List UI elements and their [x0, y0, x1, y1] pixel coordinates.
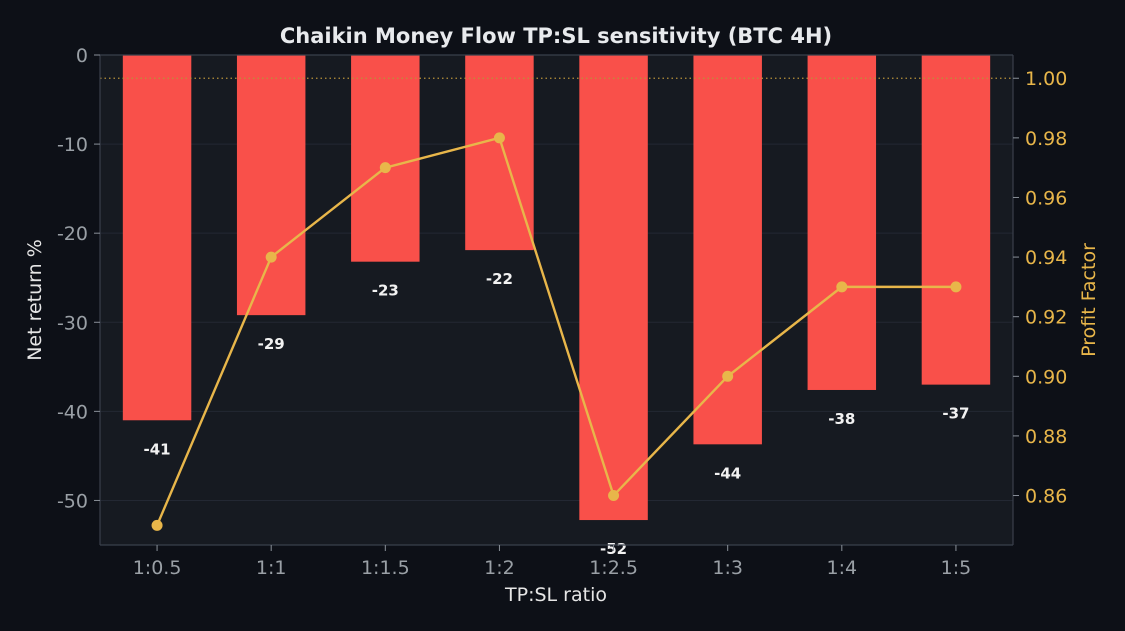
y2-tick-label: 0.88	[1025, 426, 1067, 448]
y-axis-label: Net return %	[24, 239, 46, 361]
y2-tick-label: 0.90	[1025, 366, 1067, 388]
x-tick-label: 1:3	[712, 557, 743, 579]
bar-value-label: -44	[714, 464, 741, 482]
profit-factor-line	[151, 132, 962, 531]
profit-factor-point	[950, 281, 962, 293]
profit-factor-point	[836, 281, 848, 293]
y2-tick-label: 0.96	[1025, 187, 1067, 209]
profit-factor-point	[722, 370, 734, 382]
x-tick-label: 1:5	[941, 557, 972, 579]
y2-tick-label: 0.86	[1025, 486, 1067, 508]
bar	[236, 55, 306, 316]
y2-tick-label: 0.98	[1025, 128, 1067, 150]
bar-value-label: -23	[372, 282, 399, 300]
x-tick-label: 1:1.5	[361, 557, 410, 579]
x-tick-label: 1:2.5	[589, 557, 638, 579]
y-tick-label: -10	[57, 134, 88, 156]
bar	[579, 55, 648, 521]
bar	[693, 55, 762, 445]
y2-axis-label: Profit Factor	[1078, 243, 1100, 357]
axes: 0 -10 -20 -30 -40 -50 0.86 0.88 0.90 0.92 0.94 0.96…	[57, 45, 1067, 579]
y-tick-label: -40	[57, 401, 88, 423]
y-tick-label: -20	[57, 223, 88, 245]
x-tick-label: 1:0.5	[133, 557, 182, 579]
bar-value-label: -22	[486, 270, 513, 288]
bar-value-label: -38	[828, 410, 855, 428]
chart-title: Chaikin Money Flow TP:SL sensitivity (BT…	[280, 24, 832, 48]
y2-tick-label: 0.92	[1025, 307, 1067, 329]
profit-factor-point	[608, 490, 620, 502]
profit-factor-point	[493, 132, 505, 144]
bar	[351, 55, 420, 262]
x-tick-label: 1:2	[484, 557, 515, 579]
y-tick-label: 0	[76, 45, 88, 67]
bar	[921, 55, 991, 385]
bar-value-label: -29	[258, 335, 285, 353]
x-tick-label: 1:4	[827, 557, 858, 579]
profit-factor-point	[151, 519, 163, 531]
bar	[465, 55, 534, 251]
y-tick-label: -50	[57, 490, 88, 512]
y2-tick-label: 0.94	[1025, 247, 1067, 269]
x-tick-label: 1:1	[256, 557, 287, 579]
bar-value-label: -41	[144, 440, 171, 458]
y2-tick-label: 1.00	[1025, 68, 1067, 90]
profit-factor-point	[265, 251, 277, 263]
bar	[807, 55, 877, 390]
profit-factor-series-line	[155, 136, 956, 526]
bar-value-label: -37	[942, 405, 969, 423]
y-tick-label: -30	[57, 312, 88, 334]
x-axis-label: TP:SL ratio	[504, 584, 607, 606]
bar	[122, 55, 192, 421]
profit-factor-point	[379, 162, 391, 174]
